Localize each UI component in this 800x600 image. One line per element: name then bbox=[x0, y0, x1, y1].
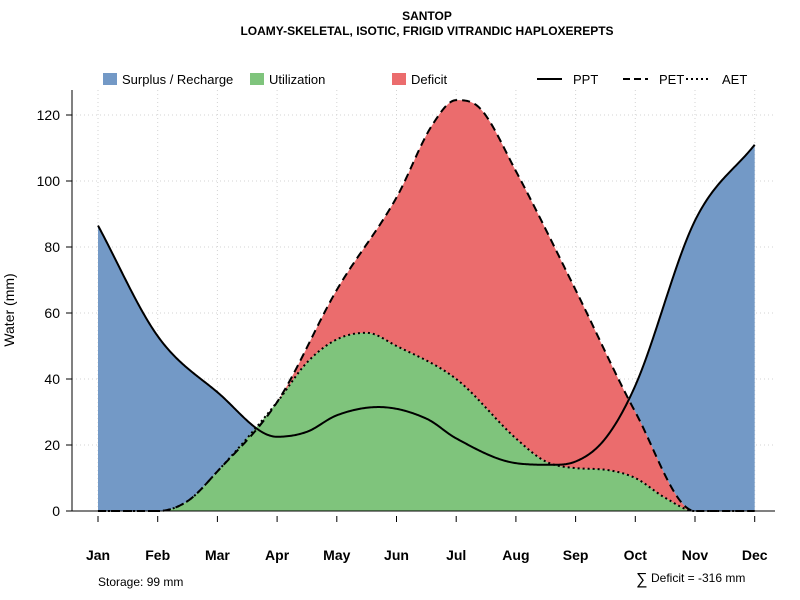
y-tick-label: 100 bbox=[37, 173, 61, 189]
y-tick-label: 20 bbox=[44, 437, 60, 453]
x-tick-label: Jan bbox=[86, 547, 110, 563]
series-lines bbox=[97, 99, 756, 512]
legend-swatch bbox=[103, 73, 117, 85]
x-tick-label: Apr bbox=[265, 547, 290, 563]
axes: 0 20 40 60 80 100 120 Jan Feb Mar Apr May Jun Jul Aug S… bbox=[37, 90, 775, 563]
x-tick-label: Aug bbox=[502, 547, 529, 563]
legend-label: Deficit bbox=[411, 72, 448, 87]
x-tick-label: Mar bbox=[205, 547, 230, 563]
surplus-area bbox=[98, 100, 755, 512]
y-axis-label: Water (mm) bbox=[1, 273, 17, 346]
legend-swatch bbox=[250, 73, 264, 85]
utilization-area bbox=[98, 332, 755, 511]
water-areas bbox=[98, 100, 755, 512]
x-tick-label: Sep bbox=[563, 547, 589, 563]
legend: Surplus / Recharge Utilization Deficit PPT P… bbox=[103, 72, 747, 87]
aet-line bbox=[98, 331, 755, 512]
deficit-sum-symbol: ∑ bbox=[636, 571, 647, 588]
x-tick-label: Jun bbox=[384, 547, 409, 563]
legend-label: PPT bbox=[573, 72, 598, 87]
y-tick-label: 120 bbox=[37, 107, 61, 123]
ppt-line bbox=[97, 144, 756, 466]
pet-line bbox=[98, 99, 755, 512]
legend-label: PET bbox=[659, 72, 684, 87]
x-tick-label: Feb bbox=[145, 547, 170, 563]
chart-title: SANTOP bbox=[402, 9, 452, 23]
x-tick-label: May bbox=[323, 547, 350, 563]
deficit-area bbox=[98, 100, 755, 512]
x-tick-label: Oct bbox=[624, 547, 648, 563]
legend-label: AET bbox=[722, 72, 747, 87]
legend-label: Surplus / Recharge bbox=[122, 72, 233, 87]
storage-annotation: Storage: 99 mm bbox=[98, 575, 183, 589]
legend-label: Utilization bbox=[269, 72, 325, 87]
x-tick-label: Dec bbox=[742, 547, 768, 563]
y-tick-label: 60 bbox=[44, 305, 60, 321]
deficit-annotation: Deficit = -316 mm bbox=[651, 571, 745, 585]
y-tick-label: 0 bbox=[52, 503, 60, 519]
y-tick-label: 80 bbox=[44, 239, 60, 255]
chart-subtitle: LOAMY-SKELETAL, ISOTIC, FRIGID VITRANDIC… bbox=[240, 24, 613, 38]
x-tick-label: Nov bbox=[682, 547, 709, 563]
y-tick-label: 40 bbox=[44, 371, 60, 387]
x-tick-label: Jul bbox=[446, 547, 466, 563]
legend-swatch bbox=[392, 73, 406, 85]
